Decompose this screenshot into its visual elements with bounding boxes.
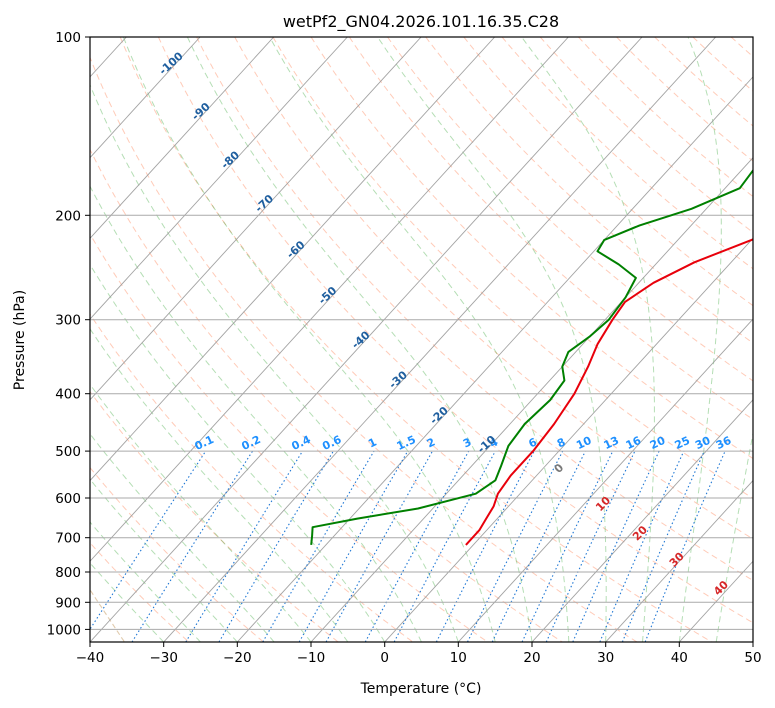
moist-adiabat <box>521 37 655 642</box>
mixing-ratio-line <box>393 450 496 642</box>
mixing-ratio-label: 25 <box>673 434 692 452</box>
y-tick-label: 1000 <box>47 622 81 638</box>
mixing-ratio-line <box>467 450 564 642</box>
isotherm <box>163 37 717 642</box>
mixing-ratio-line <box>90 450 207 631</box>
isotherm <box>90 37 643 642</box>
x-tick-label: 50 <box>744 650 761 666</box>
moist-adiabat <box>715 430 753 642</box>
dry-adiabat <box>90 148 563 642</box>
dry-adiabat <box>90 466 264 642</box>
moist-adiabat <box>90 185 422 642</box>
moist-adiabat <box>90 263 386 642</box>
mixing-ratio-label: 36 <box>714 434 734 452</box>
y-tick-label: 500 <box>55 444 81 460</box>
profile-series <box>310 168 753 546</box>
mixing-ratio-line <box>364 450 470 642</box>
x-tick-label: 0 <box>380 650 389 666</box>
dewpoint-profile <box>310 168 753 545</box>
isotherm <box>90 37 496 482</box>
x-tick-label: 10 <box>450 650 467 666</box>
dry-adiabat <box>90 233 488 642</box>
dry-adiabat <box>463 37 753 307</box>
mixing-ratio-label: 30 <box>693 434 713 452</box>
mixing-ratio-label: 10 <box>574 434 594 452</box>
y-tick-label: 300 <box>55 313 81 329</box>
grid-lines <box>90 37 753 642</box>
x-tick-label: −40 <box>76 650 105 666</box>
mixing-ratio-line <box>572 450 660 642</box>
mixing-ratio-line <box>644 450 726 642</box>
dry-adiabat <box>196 37 753 581</box>
x-tick-label: 30 <box>597 650 614 666</box>
isotherm <box>531 399 753 642</box>
mixing-ratio-line <box>185 450 304 642</box>
isotherm <box>90 37 569 562</box>
moist-adiabat <box>678 37 722 642</box>
mixing-ratio-label: 13 <box>602 434 621 452</box>
isotherm <box>90 37 422 401</box>
mixing-ratio-line <box>621 450 705 642</box>
mixing-ratio-line <box>325 450 433 642</box>
isotherm <box>90 37 275 240</box>
x-tick-label: 20 <box>523 650 540 666</box>
moist-adiabat <box>90 83 459 642</box>
dry-adiabat <box>90 56 638 642</box>
y-tick-label: 800 <box>55 565 81 581</box>
y-tick-label: 900 <box>55 595 81 611</box>
mixing-ratio-label: 20 <box>648 434 668 452</box>
isotherm <box>90 37 348 320</box>
axis-ticks: −40 −30 −20 −10 0 10 20 30 40 50 100 200 300 400 500 60… <box>47 30 762 666</box>
isotherm <box>384 237 753 642</box>
isotherm <box>236 76 753 642</box>
plot-frame <box>89 36 754 643</box>
mixing-ratio-line <box>131 450 254 642</box>
x-tick-label: −10 <box>297 650 326 666</box>
dry-adiabat <box>310 37 753 460</box>
mixing-ratio-label: 16 <box>624 434 644 452</box>
moist-adiabat <box>377 37 607 642</box>
dry-adiabat <box>157 37 753 624</box>
y-axis-label: Pressure (hPa) <box>12 290 28 390</box>
moist-adiabat <box>90 327 349 642</box>
dry-adiabat <box>272 37 753 499</box>
temperature-profile <box>465 238 753 546</box>
dry-adiabat <box>234 37 753 540</box>
moist-adiabat <box>269 37 570 642</box>
x-tick-label: 40 <box>671 650 688 666</box>
y-tick-label: 600 <box>55 491 81 507</box>
y-tick-label: 200 <box>55 208 81 224</box>
x-tick-label: −20 <box>223 650 252 666</box>
x-tick-label: −30 <box>149 650 178 666</box>
moist-adiabat <box>186 37 533 642</box>
y-tick-label: 700 <box>55 531 81 547</box>
isotherm <box>90 37 201 159</box>
y-tick-label: 400 <box>55 387 81 403</box>
reference-curve <box>90 588 125 642</box>
y-tick-label: 100 <box>55 30 81 46</box>
mixing-ratio-line <box>599 450 685 642</box>
chart-title: wetPf2_GN04.2026.101.16.35.C28 <box>283 12 559 32</box>
isotherm <box>457 318 753 642</box>
x-axis-label: Temperature (°C) <box>360 681 482 697</box>
isotherm <box>605 479 753 642</box>
moist-adiabat <box>122 37 496 642</box>
